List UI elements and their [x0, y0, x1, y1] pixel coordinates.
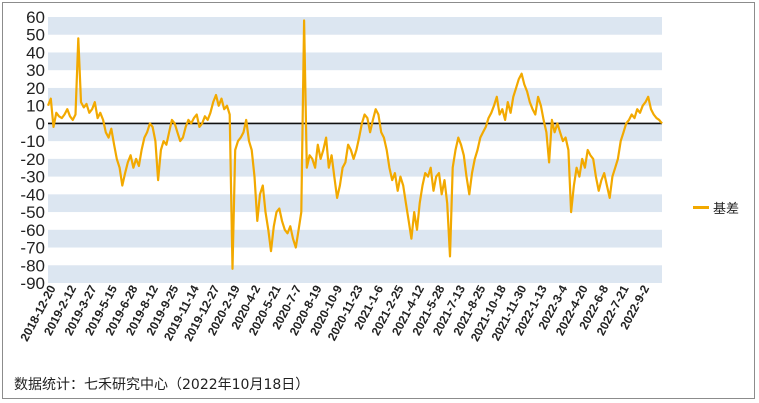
y-tick-label: 30 [26, 61, 45, 80]
legend-label: 基差 [713, 201, 740, 216]
y-tick-label: 50 [26, 26, 45, 45]
y-tick-label: 40 [26, 43, 45, 62]
legend-swatch [693, 206, 709, 209]
y-tick-label: -60 [20, 221, 45, 240]
y-tick-label: -90 [20, 274, 45, 293]
grid-band [48, 52, 662, 71]
y-tick-label: -20 [20, 150, 45, 169]
grid-band [48, 87, 662, 106]
y-tick-label: -10 [20, 132, 45, 151]
y-tick-label: -40 [20, 185, 45, 204]
y-tick-label: 20 [26, 79, 45, 98]
legend: 基差 [693, 198, 739, 217]
series-line-jicha [46, 19, 663, 270]
y-tick-label: 0 [36, 114, 45, 133]
y-tick-label: 10 [26, 97, 45, 116]
grid-band [48, 158, 662, 177]
grid-band [48, 229, 662, 248]
grid-band [48, 123, 662, 142]
chart-frame [2, 2, 755, 399]
y-tick-label: 60 [26, 8, 45, 27]
source-note: 数据统计：七禾研究中心（2022年10月18日） [14, 377, 310, 393]
grid-band [48, 194, 662, 213]
y-tick-label: -50 [20, 203, 45, 222]
y-tick-label: -70 [20, 239, 45, 258]
y-tick-label: -30 [20, 168, 45, 187]
grid-band [48, 17, 662, 35]
y-tick-label: -80 [20, 256, 45, 275]
grid-band [48, 265, 662, 283]
